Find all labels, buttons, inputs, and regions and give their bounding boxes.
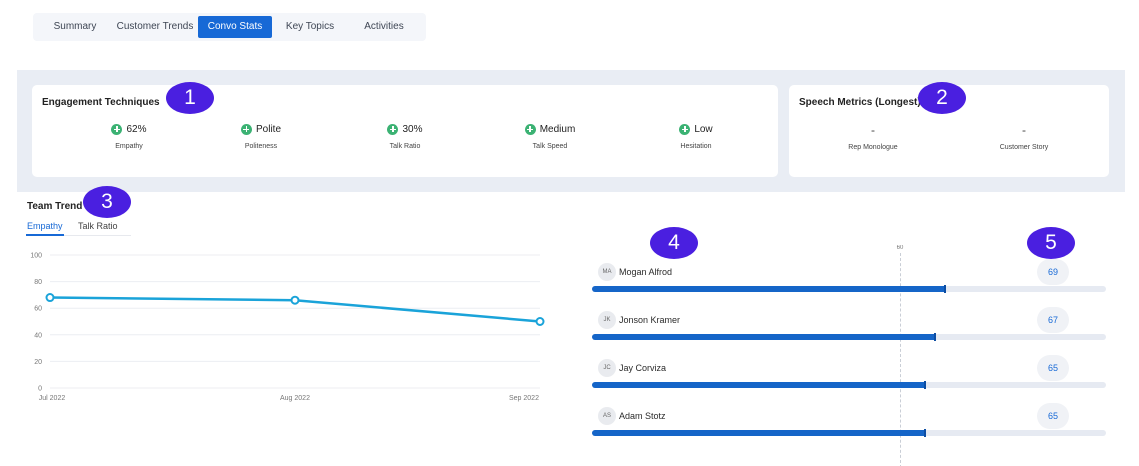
score-bar-track — [592, 381, 1106, 389]
y-tick-label: 100 — [30, 253, 42, 260]
data-point — [290, 295, 300, 305]
avatar: JK — [598, 311, 616, 329]
y-tick-label: 0 — [38, 386, 42, 393]
score-bar-track — [592, 285, 1106, 293]
y-tick-label: 60 — [34, 306, 42, 313]
team-trend-title: Team Trend — [27, 201, 83, 212]
avatar: MA — [598, 263, 616, 281]
active-tab-indicator — [26, 234, 64, 236]
plus-circle-icon — [679, 123, 691, 135]
target-line — [900, 253, 901, 466]
metric-label: Talk Speed — [532, 143, 568, 150]
target-label: 60 — [896, 245, 904, 251]
score-badge: 65 — [1037, 403, 1069, 429]
score-bar-marker — [923, 381, 926, 389]
rep-name[interactable]: Jay Corviza — [619, 363, 667, 373]
rep-name[interactable]: Mogan Alfrod — [619, 267, 673, 277]
leaderboard-row: JK Jonson Kramer 67 — [592, 295, 1106, 343]
avatar: AS — [598, 407, 616, 425]
metric-value: - — [1022, 123, 1026, 137]
metric-label: Politeness — [244, 143, 278, 150]
metric-label: Empathy — [115, 143, 143, 150]
callout-badge-2: 2 — [918, 82, 966, 114]
speech-title: Speech Metrics (Longest) — [799, 97, 921, 108]
subtab-divider — [26, 235, 131, 236]
tab-customer-trends[interactable]: Customer Trends — [116, 21, 194, 32]
tab-key-topics[interactable]: Key Topics — [285, 21, 335, 32]
tab-talk-ratio[interactable]: Talk Ratio — [78, 221, 118, 231]
score-bar-track — [592, 333, 1106, 341]
tab-summary[interactable]: Summary — [53, 21, 97, 32]
callout-badge-4: 4 — [650, 227, 698, 259]
rep-name[interactable]: Adam Stotz — [619, 411, 666, 421]
tab-bar: Summary Customer Trends Convo Stats Key … — [33, 13, 426, 41]
metric-value: - — [871, 123, 875, 137]
metric-value: 62% — [126, 123, 147, 135]
metric-rep-monologue: - Rep Monologue — [813, 123, 933, 151]
tab-convo-stats[interactable]: Convo Stats — [198, 16, 272, 38]
metric-label: Rep Monologue — [848, 144, 898, 151]
data-point — [45, 293, 55, 303]
callout-badge-3: 3 — [83, 186, 131, 218]
y-tick-label: 20 — [34, 359, 42, 366]
x-tick-label: Jul 2022 — [39, 395, 66, 402]
score-badge: 65 — [1037, 355, 1069, 381]
y-tick-label: 80 — [34, 279, 42, 286]
plus-circle-icon — [240, 123, 252, 135]
tab-empathy[interactable]: Empathy — [27, 221, 63, 231]
y-tick-label: 40 — [34, 332, 42, 339]
metric-value: Medium — [539, 123, 576, 135]
metric-value: 30% — [402, 123, 423, 135]
metric-talk-speed: Medium Talk Speed — [490, 122, 610, 150]
score-bar-marker — [923, 429, 926, 437]
metric-empathy: 62% Empathy — [69, 122, 189, 150]
metric-label: Talk Ratio — [389, 143, 421, 150]
score-badge: 69 — [1037, 259, 1069, 285]
score-bar-marker — [944, 285, 947, 293]
score-bar-fill — [592, 382, 926, 388]
x-tick-label: Aug 2022 — [280, 395, 310, 402]
engagement-techniques-card: Engagement Techniques 62% Empathy Polite… — [32, 85, 778, 177]
avatar: JC — [598, 359, 616, 377]
leaderboard-row: JC Jay Corviza 65 — [592, 343, 1106, 391]
metric-customer-story: - Customer Story — [964, 123, 1084, 151]
metric-label: Customer Story — [999, 144, 1049, 151]
team-trend-line-chart: 0 20 40 60 80 100 Jul 2022 Aug 2022 Sep 2022 — [30, 253, 545, 402]
x-tick-label: Sep 2022 — [509, 395, 539, 402]
rep-leaderboard: 60 MA Mogan Alfrod 69 JK Jonson Kramer 67 JC Ja… — [592, 245, 1106, 466]
rep-name[interactable]: Jonson Kramer — [619, 315, 681, 325]
data-point — [535, 317, 545, 326]
metric-talk-ratio: 30% Talk Ratio — [345, 122, 465, 150]
callout-badge-5: 5 — [1027, 227, 1075, 259]
score-bar-track — [592, 429, 1106, 437]
plus-circle-icon — [524, 123, 536, 135]
plus-circle-icon — [111, 123, 123, 135]
score-bar-fill — [592, 334, 936, 340]
score-bar-fill — [592, 430, 926, 436]
metric-politeness: Polite Politeness — [201, 122, 321, 150]
metric-value: Low — [694, 123, 713, 135]
callout-badge-1: 1 — [166, 82, 214, 114]
metric-value: Polite — [255, 123, 281, 135]
metric-label: Hesitation — [680, 143, 712, 150]
leaderboard-row: MA Mogan Alfrod 69 — [592, 247, 1106, 295]
score-badge: 67 — [1037, 307, 1069, 333]
plus-circle-icon — [387, 123, 399, 135]
score-bar-fill — [592, 286, 947, 292]
metric-hesitation: Low Hesitation — [636, 122, 756, 150]
leaderboard-row: AS Adam Stotz 65 — [592, 391, 1106, 439]
tab-activities[interactable]: Activities — [364, 21, 404, 32]
engagement-title: Engagement Techniques — [42, 97, 160, 108]
score-bar-marker — [933, 333, 936, 341]
